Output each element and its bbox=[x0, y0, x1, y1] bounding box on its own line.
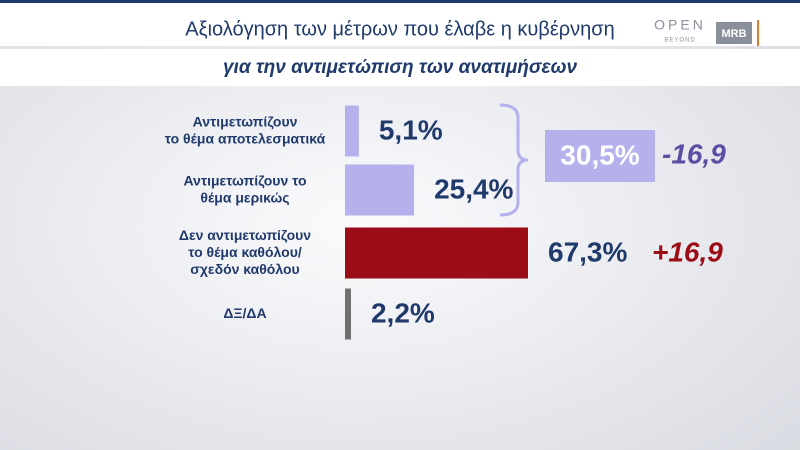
group-total-label: 30,5% bbox=[560, 139, 639, 170]
category-line: θέμα μερικώς bbox=[200, 189, 289, 205]
category-line: σχεδόν καθόλου bbox=[190, 261, 299, 277]
pollster-box bbox=[716, 22, 752, 44]
bar bbox=[345, 288, 351, 340]
accent-line bbox=[757, 20, 759, 46]
bar bbox=[345, 164, 415, 216]
change: +16,9 bbox=[652, 236, 723, 267]
value-label: 5,1% bbox=[379, 114, 443, 145]
subtitle-band bbox=[0, 49, 800, 86]
group-change: -16,9 bbox=[662, 138, 726, 169]
category-label: ΔΞ/ΔΑ bbox=[223, 305, 266, 321]
category-line: το θέμα καθόλου/ bbox=[188, 244, 302, 260]
category-label: Δεν αντιμετωπίζουν το θέμα καθόλου/σχεδόν… bbox=[179, 227, 311, 277]
category-label: Αντιμετωπίζουν το θέμα μερικώς bbox=[183, 172, 306, 205]
logo-tagline: BEYOND bbox=[664, 38, 695, 44]
category-line: Αντιμετωπίζουν το bbox=[183, 172, 306, 188]
logo: OPEN bbox=[654, 17, 706, 33]
title: Αξιολόγηση των μέτρων που έλαβε η κυβέρν… bbox=[185, 18, 614, 40]
group-bracket bbox=[499, 103, 529, 217]
category-line: Δεν αντιμετωπίζουν bbox=[179, 227, 311, 243]
value-label: 25,4% bbox=[434, 173, 513, 204]
value-label: 67,3% bbox=[548, 236, 627, 267]
subtitle: για την αντιμετώπιση των ανατιμήσεων bbox=[223, 57, 577, 78]
value-label: 2,2% bbox=[371, 297, 435, 328]
bar bbox=[345, 105, 359, 157]
category-line: το θέμα αποτελεσματικά bbox=[165, 130, 326, 146]
pollster: MRB bbox=[721, 28, 746, 40]
category-line: Αντιμετωπίζουν bbox=[193, 113, 298, 129]
category-label: Αντιμετωπίζουν το θέμα αποτελεσματικά bbox=[165, 113, 326, 146]
category-line: ΔΞ/ΔΑ bbox=[223, 305, 266, 321]
group-total-box bbox=[545, 130, 655, 182]
bar bbox=[345, 227, 528, 279]
header-band bbox=[0, 0, 800, 46]
header-rule bbox=[0, 0, 800, 3]
